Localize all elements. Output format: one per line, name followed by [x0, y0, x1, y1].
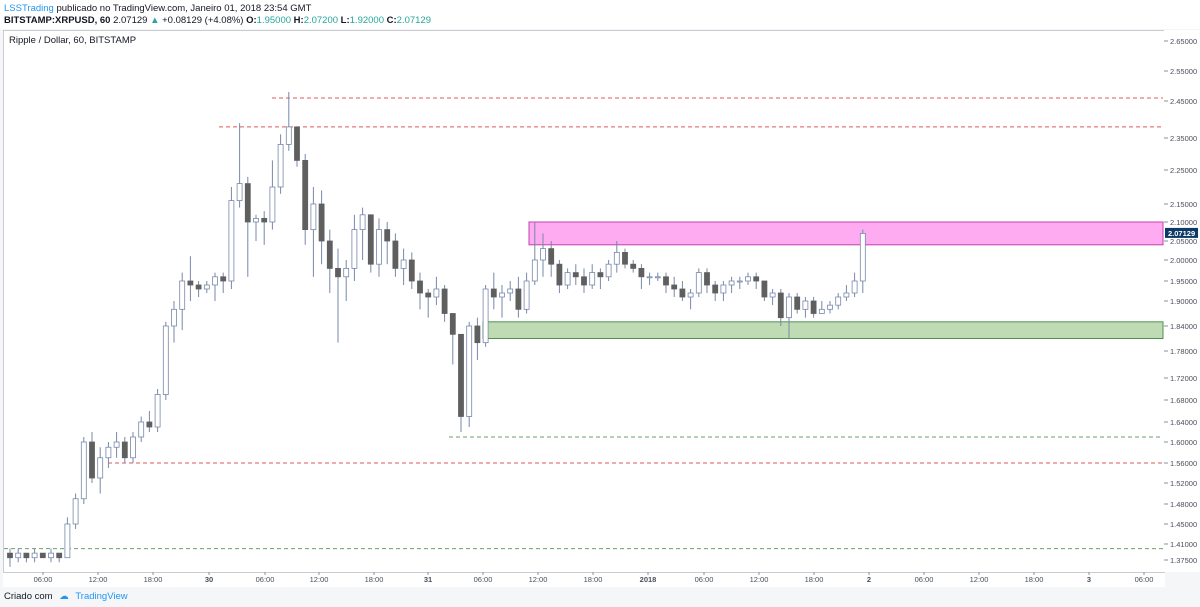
publish-info: LSSTrading publicado no TradingView.com,… [4, 3, 311, 14]
tradingview-logo-icon[interactable]: ☁ [59, 591, 69, 602]
symbol-label: BITSTAMP:XRPUSD, 60 [4, 15, 111, 26]
price-change: +0.08129 (+4.08%) [162, 15, 244, 26]
chart-pane[interactable] [3, 30, 1165, 573]
low-value: 1.92000 [349, 15, 384, 26]
low-label: L: [340, 15, 350, 26]
price-axis[interactable] [1164, 30, 1200, 572]
close-value: 2.07129 [396, 15, 431, 26]
pane-title: Ripple / Dollar, 60, BITSTAMP [9, 35, 137, 46]
author-link[interactable]: LSSTrading [4, 3, 54, 14]
close-label: C: [386, 15, 397, 26]
tradingview-logo-text[interactable]: TradingView [75, 591, 128, 602]
published-text: publicado no TradingView.com, Janeiro 01… [56, 3, 312, 14]
time-axis[interactable] [3, 572, 1165, 587]
open-label: O: [246, 15, 257, 26]
ohlc-legend: BITSTAMP:XRPUSD, 60 2.07129 ▲ +0.08129 (… [4, 15, 431, 26]
high-value: 2.07200 [303, 15, 339, 26]
last-price: 2.07129 [113, 15, 148, 26]
chart-header: LSSTrading publicado no TradingView.com,… [0, 0, 1200, 29]
high-label: H: [293, 15, 304, 26]
footer: Criado com ☁ TradingView [4, 591, 128, 602]
up-arrow-icon: ▲ [150, 15, 160, 26]
open-value: 1.95000 [256, 15, 292, 26]
created-with-text: Criado com [4, 591, 53, 602]
